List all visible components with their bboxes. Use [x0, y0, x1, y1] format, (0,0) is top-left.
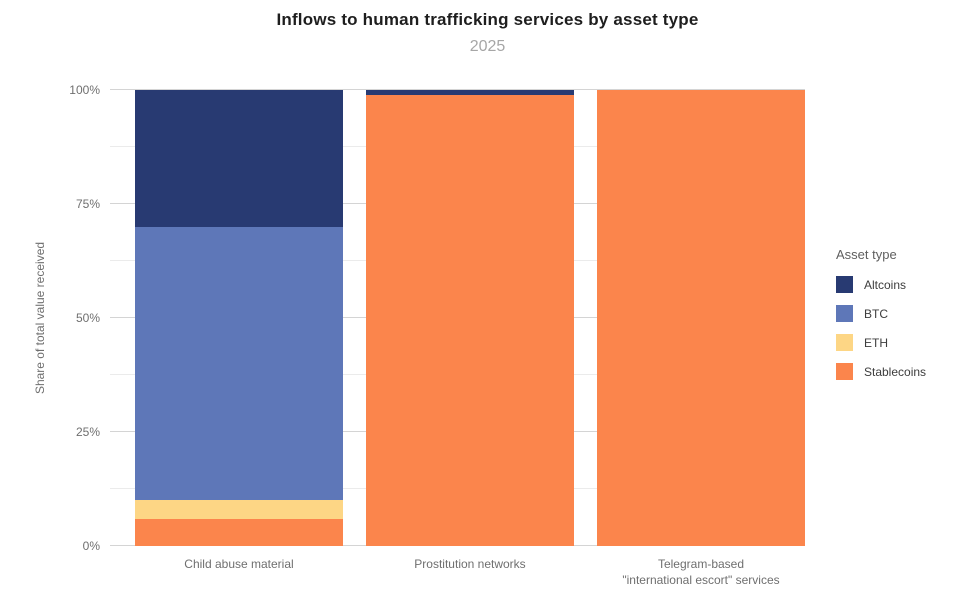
- legend-item-altcoins[interactable]: Altcoins: [836, 276, 926, 293]
- legend: Asset type Altcoins BTC ETH Stablecoins: [836, 247, 926, 392]
- chart-title: Inflows to human trafficking services by…: [276, 10, 699, 29]
- bar-segment-stablecoins[interactable]: [135, 518, 343, 546]
- bar-segment-eth[interactable]: [135, 500, 343, 519]
- legend-item-btc[interactable]: BTC: [836, 305, 926, 322]
- y-tick-label: 100%: [69, 83, 100, 97]
- legend-title: Asset type: [836, 247, 897, 262]
- x-axis-labels: Child abuse material Prostitution network…: [110, 556, 805, 588]
- bar-segment-stablecoins[interactable]: [366, 94, 574, 546]
- bar-column: [366, 90, 574, 546]
- x-axis-label: Telegram-based "international escort" se…: [622, 557, 780, 587]
- y-tick-label: 50%: [75, 311, 100, 325]
- bar-segment-altcoins[interactable]: [366, 90, 574, 95]
- legend-swatch-icon: [836, 334, 853, 351]
- legend-item-stablecoins[interactable]: Stablecoins: [836, 363, 926, 380]
- bar-segment-altcoins[interactable]: [135, 90, 343, 227]
- legend-swatch-icon: [836, 363, 853, 380]
- bars-layer: [110, 90, 805, 546]
- plot-area: [110, 89, 805, 546]
- x-axis-label: Prostitution networks: [414, 557, 526, 571]
- chart-subtitle: 2025: [469, 38, 506, 55]
- legend-items: Altcoins BTC ETH Stablecoins: [836, 276, 926, 380]
- legend-item-label: ETH: [864, 335, 888, 350]
- x-axis-label: Child abuse material: [184, 557, 294, 571]
- legend-swatch-icon: [836, 276, 853, 293]
- legend-item-eth[interactable]: ETH: [836, 334, 926, 351]
- legend-item-label: Stablecoins: [864, 364, 927, 379]
- y-tick-label: 0%: [82, 539, 100, 553]
- bar-column: [597, 90, 805, 546]
- legend-item-label: Altcoins: [864, 277, 907, 292]
- bar-segment-btc[interactable]: [135, 226, 343, 501]
- major-gridline: [110, 89, 805, 90]
- y-tick-label: 75%: [75, 197, 100, 211]
- y-tick-label: 25%: [75, 425, 100, 439]
- legend-swatch-icon: [836, 305, 853, 322]
- bar-column: [135, 90, 343, 546]
- legend-item-label: BTC: [864, 306, 888, 321]
- bar-segment-stablecoins[interactable]: [597, 90, 805, 546]
